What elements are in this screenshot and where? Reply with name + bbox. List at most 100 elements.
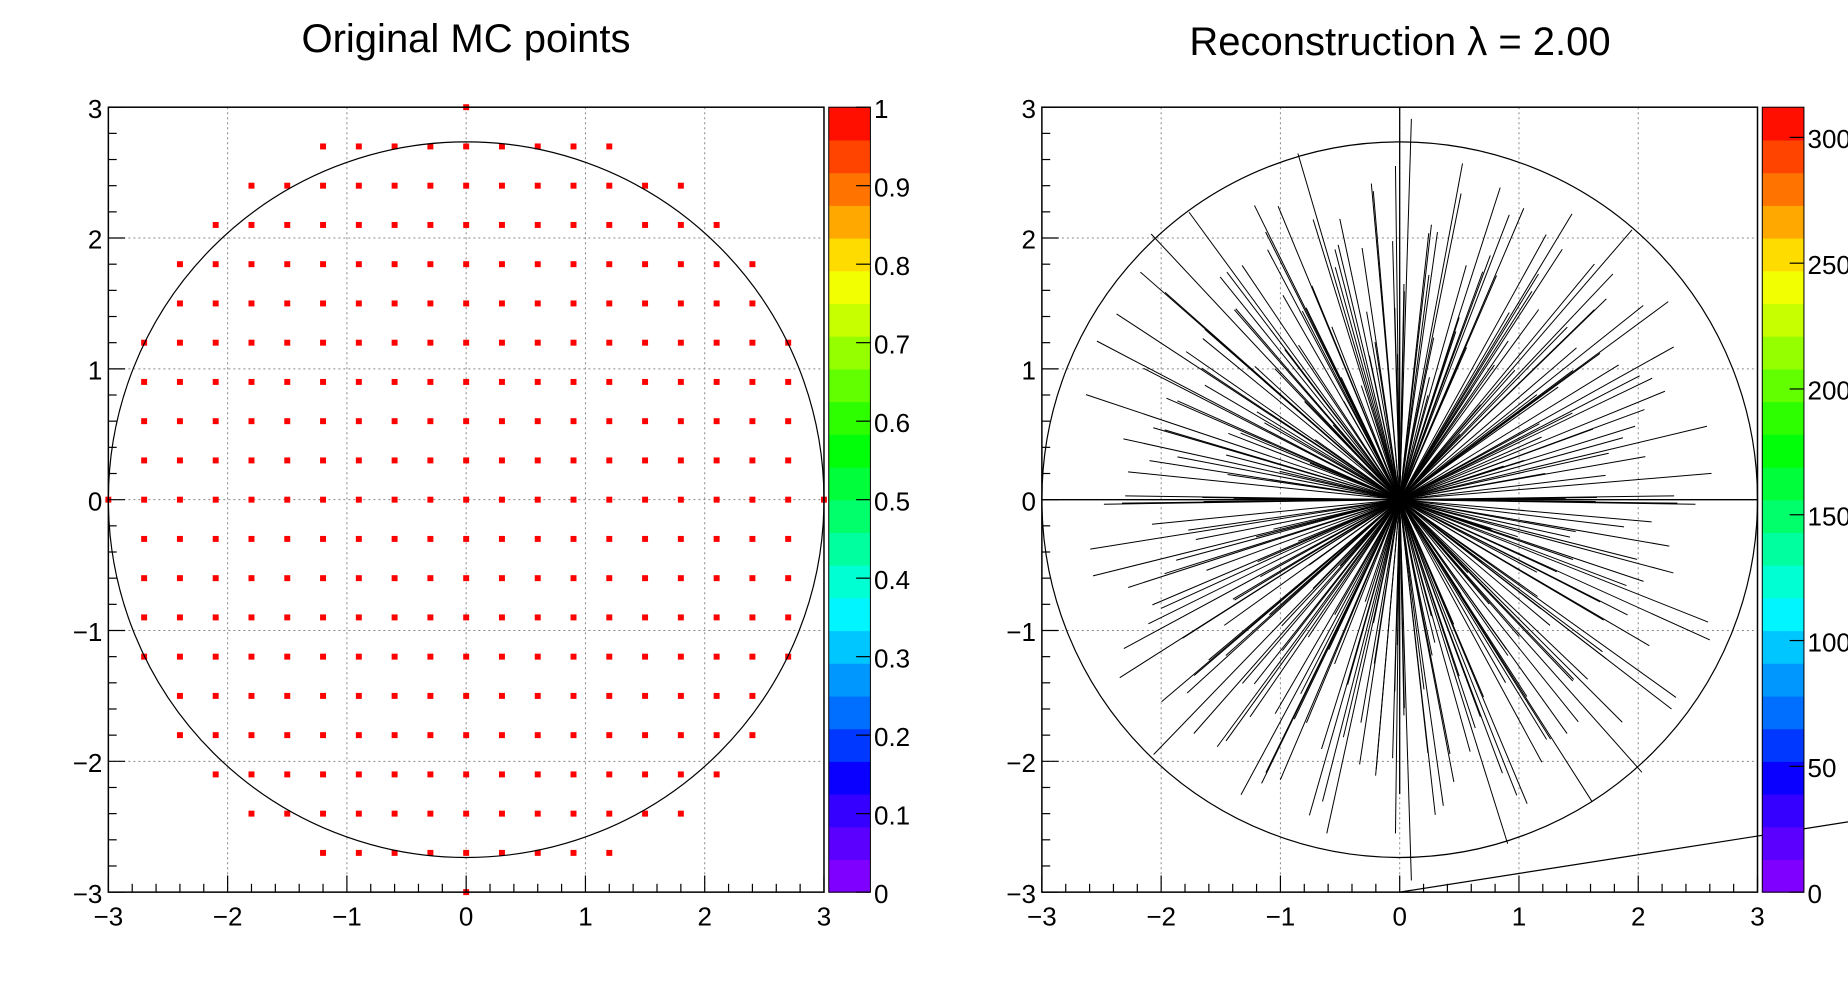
ray [1284, 349, 1401, 500]
ray [1399, 499, 1481, 717]
colorbar-band [1762, 401, 1804, 435]
mc-point [320, 418, 327, 425]
mc-point [284, 771, 291, 778]
ray [1399, 229, 1633, 500]
colorbar-band [1762, 139, 1804, 174]
mc-point [749, 653, 756, 660]
mc-point [176, 653, 183, 660]
mc-point [427, 810, 434, 817]
mc-point [749, 535, 756, 542]
ray [1399, 499, 1625, 528]
mc-point [176, 300, 183, 307]
colorbar-band [828, 270, 871, 305]
ray [1399, 499, 1429, 753]
mc-point [677, 418, 684, 425]
mc-point [713, 378, 720, 385]
mc-point [570, 339, 577, 346]
mc-point [427, 300, 434, 307]
mc-point [642, 300, 649, 307]
mc-point [498, 810, 505, 817]
mc-point [498, 849, 505, 856]
ray [1150, 233, 1401, 501]
mc-point [212, 732, 219, 739]
ray [1370, 183, 1401, 500]
mc-point [498, 575, 505, 582]
mc-point [355, 457, 362, 464]
mc-point [749, 418, 756, 425]
colorbar-tick-label: 100 [1808, 627, 1848, 657]
mc-point [391, 575, 398, 582]
ray [1148, 499, 1400, 625]
mc-point [534, 496, 541, 503]
ray [1399, 309, 1540, 500]
mc-point [749, 300, 756, 307]
mc-point [534, 221, 541, 228]
y-tick-label: −3 [1006, 879, 1036, 909]
mc-point [785, 575, 792, 582]
mc-point [248, 692, 255, 699]
mc-point [176, 378, 183, 385]
ray [1309, 462, 1400, 501]
ray [1399, 390, 1666, 501]
ray [1399, 425, 1708, 501]
ray [1361, 247, 1401, 500]
mc-point [391, 771, 398, 778]
mc-point [677, 182, 684, 189]
mc-point [713, 771, 720, 778]
mc-point [355, 849, 362, 856]
mc-point [176, 418, 183, 425]
ray [1268, 499, 1401, 616]
ray [1166, 397, 1400, 501]
mc-point [391, 810, 398, 817]
mc-point [427, 378, 434, 385]
x-tick-label: 0 [1392, 901, 1406, 931]
mc-point [355, 575, 362, 582]
mc-point [498, 261, 505, 268]
ray [1399, 340, 1509, 500]
ray [1394, 165, 1401, 500]
mc-point [713, 339, 720, 346]
mc-point [498, 771, 505, 778]
colorbar-band [1762, 728, 1804, 762]
mc-point [141, 614, 148, 621]
mc-point [677, 339, 684, 346]
y-tick-label: −2 [1006, 748, 1036, 778]
ray [1360, 385, 1401, 500]
ray [1195, 499, 1400, 541]
ray [1399, 118, 1412, 500]
mc-point [463, 575, 470, 582]
mc-point [284, 261, 291, 268]
mc-point [284, 418, 291, 425]
mc-point [785, 418, 792, 425]
mc-point [248, 614, 255, 621]
ray [1204, 384, 1400, 501]
mc-point [606, 692, 613, 699]
mc-point [463, 849, 470, 856]
mc-point [212, 575, 219, 582]
ray [1399, 273, 1614, 501]
mc-point [642, 457, 649, 464]
ray [1193, 499, 1401, 734]
ray [1399, 499, 1652, 523]
ray [1219, 276, 1401, 500]
ray [1399, 499, 1670, 547]
mc-point [355, 221, 362, 228]
ray [1399, 499, 1638, 560]
mc-point [427, 182, 434, 189]
mc-point [534, 575, 541, 582]
ray [1314, 439, 1400, 501]
mc-point [391, 457, 398, 464]
ray [1399, 499, 1568, 734]
mc-point [248, 261, 255, 268]
mc-point [463, 418, 470, 425]
mc-point [320, 221, 327, 228]
mc-point [642, 771, 649, 778]
mc-point [749, 496, 756, 503]
mc-point [642, 692, 649, 699]
mc-point [212, 457, 219, 464]
mc-point [785, 496, 792, 503]
mc-point [749, 378, 756, 385]
mc-point [534, 261, 541, 268]
colorbar-band [828, 466, 871, 501]
ray [1368, 355, 1401, 500]
